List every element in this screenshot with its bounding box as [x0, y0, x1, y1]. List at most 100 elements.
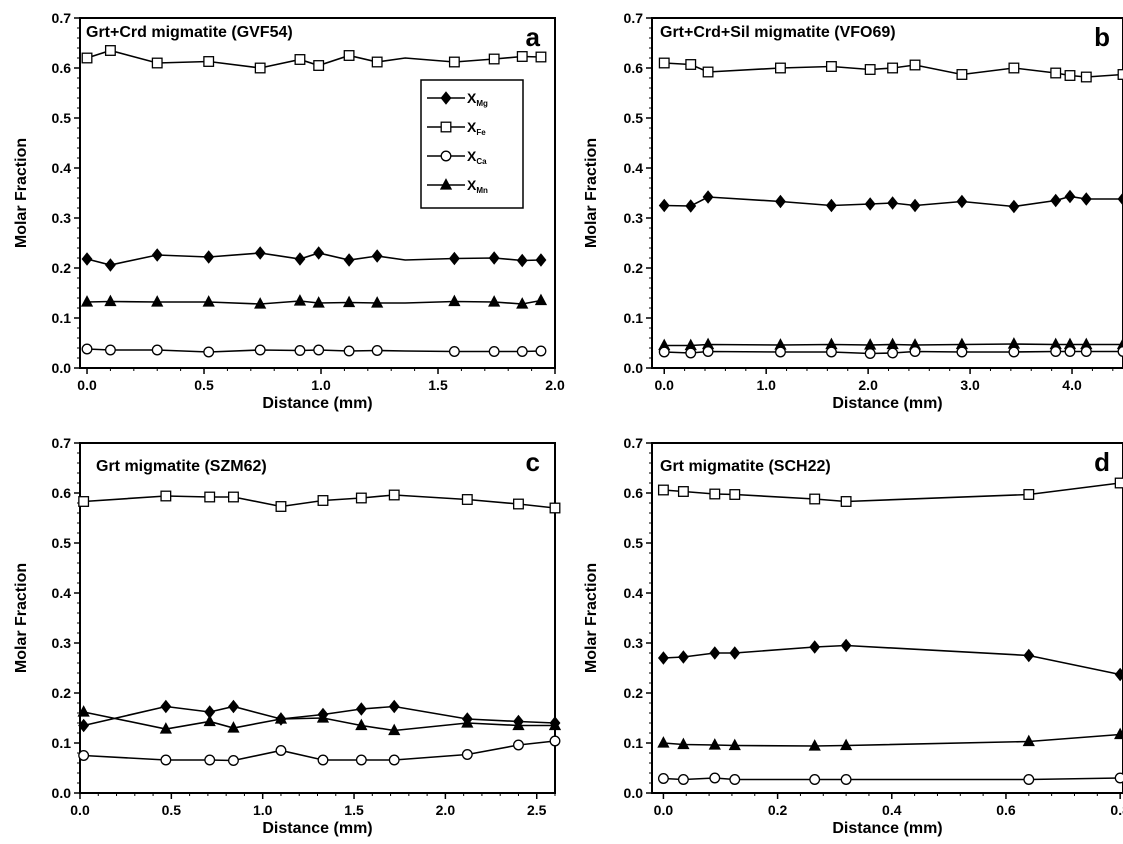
y-tick-label: 0.7: [52, 10, 72, 26]
data-point: [887, 62, 899, 74]
x-tick-label: 0.0: [654, 377, 674, 393]
data-point: [1023, 774, 1035, 785]
data-point: [80, 295, 94, 307]
data-point: [809, 774, 821, 785]
data-point: [81, 52, 93, 64]
data-point: [548, 718, 562, 731]
data-point: [1116, 337, 1123, 350]
y-axis-label: Molar Fraction: [583, 563, 600, 673]
data-point: [549, 502, 561, 514]
x-tick-label: 1.0: [253, 802, 273, 818]
data-point: [151, 295, 164, 307]
x-tick-label: 0.2: [768, 802, 788, 818]
data-point: [343, 345, 355, 357]
series-line: [663, 733, 1121, 747]
x-tick-label: 0.5: [194, 377, 214, 393]
data-point: [825, 198, 837, 213]
data-point: [956, 194, 968, 209]
data-point: [461, 716, 474, 728]
data-point: [840, 496, 852, 507]
series-line: [86, 299, 542, 305]
data-point: [886, 337, 899, 350]
data-point: [371, 345, 383, 356]
x-tick-label: 2.0: [545, 377, 565, 393]
data-point: [275, 745, 287, 756]
data-point: [839, 738, 853, 751]
data-point: [535, 345, 547, 357]
x-tick-label: 0.6: [996, 802, 1016, 818]
x-tick-label: 2.0: [436, 802, 456, 818]
data-point: [909, 346, 921, 357]
plot-frame: [651, 442, 1123, 794]
x-axis-label: Distance (mm): [262, 395, 372, 412]
data-point: [104, 45, 116, 56]
data-point: [104, 344, 116, 356]
data-point: [204, 754, 216, 766]
data-point: [535, 253, 547, 267]
data-point: [516, 297, 529, 309]
data-point: [388, 699, 400, 714]
data-point: [448, 56, 460, 68]
plot-frame: [79, 17, 556, 369]
data-point: [702, 346, 714, 357]
data-point: [1050, 193, 1062, 208]
data-point: [488, 295, 501, 307]
data-point: [317, 495, 329, 506]
data-point: [708, 738, 721, 750]
data-point: [448, 346, 460, 357]
data-point: [371, 56, 383, 68]
legend-subscript: Ca: [476, 157, 487, 166]
data-point: [809, 493, 821, 505]
data-point: [203, 714, 216, 727]
data-point: [254, 344, 266, 356]
x-tick-label: 0.0: [654, 802, 674, 818]
data-point: [488, 251, 500, 265]
y-tick-label: 0.3: [624, 635, 644, 651]
data-point: [488, 53, 500, 65]
data-point: [512, 718, 525, 731]
data-point: [204, 491, 216, 503]
data-point: [203, 250, 215, 264]
data-point: [1117, 192, 1123, 206]
legend-subscript: Mg: [476, 99, 488, 108]
x-tick-label: 1.0: [311, 377, 331, 393]
series-line: [86, 252, 542, 266]
data-point: [549, 735, 561, 747]
data-point: [887, 347, 899, 359]
data-point: [343, 50, 355, 61]
panel-c: 0.0 0.1 0.2 0.3 0.4 0.5 0.6 0.7 0.0 0.5 1.0 1.5 2.0 2…: [13, 435, 562, 837]
panel-title: Grt+Crd+Sil migmatite (VFO69): [660, 24, 896, 41]
data-point: [294, 54, 306, 65]
data-point: [104, 294, 117, 307]
data-point: [825, 346, 837, 358]
data-point: [151, 344, 163, 356]
data-point: [227, 721, 240, 733]
data-point: [1117, 69, 1123, 80]
data-point: [371, 296, 384, 308]
data-point: [887, 196, 899, 210]
data-point: [81, 252, 93, 266]
x-tick-label: 0.0: [70, 802, 90, 818]
data-point: [658, 198, 670, 213]
legend-marker: [440, 121, 452, 133]
data-point: [657, 773, 669, 784]
data-point: [1064, 346, 1076, 357]
data-point: [293, 294, 307, 306]
data-point: [775, 346, 786, 358]
data-point: [203, 346, 215, 358]
y-axis-label: Molar Fraction: [583, 138, 600, 248]
data-point: [775, 194, 786, 209]
panel-letter: a: [526, 22, 541, 52]
data-point: [1023, 489, 1035, 500]
data-point: [228, 491, 239, 503]
data-point: [516, 346, 528, 357]
data-point: [956, 346, 968, 358]
data-point: [516, 253, 528, 268]
y-tick-label: 0.2: [52, 685, 72, 701]
y-tick-label: 0.5: [52, 535, 72, 551]
series-triangle: [80, 293, 548, 309]
series-line: [86, 49, 542, 69]
data-point: [702, 66, 714, 78]
x-axis-label: Distance (mm): [262, 820, 372, 837]
data-point: [294, 345, 306, 356]
